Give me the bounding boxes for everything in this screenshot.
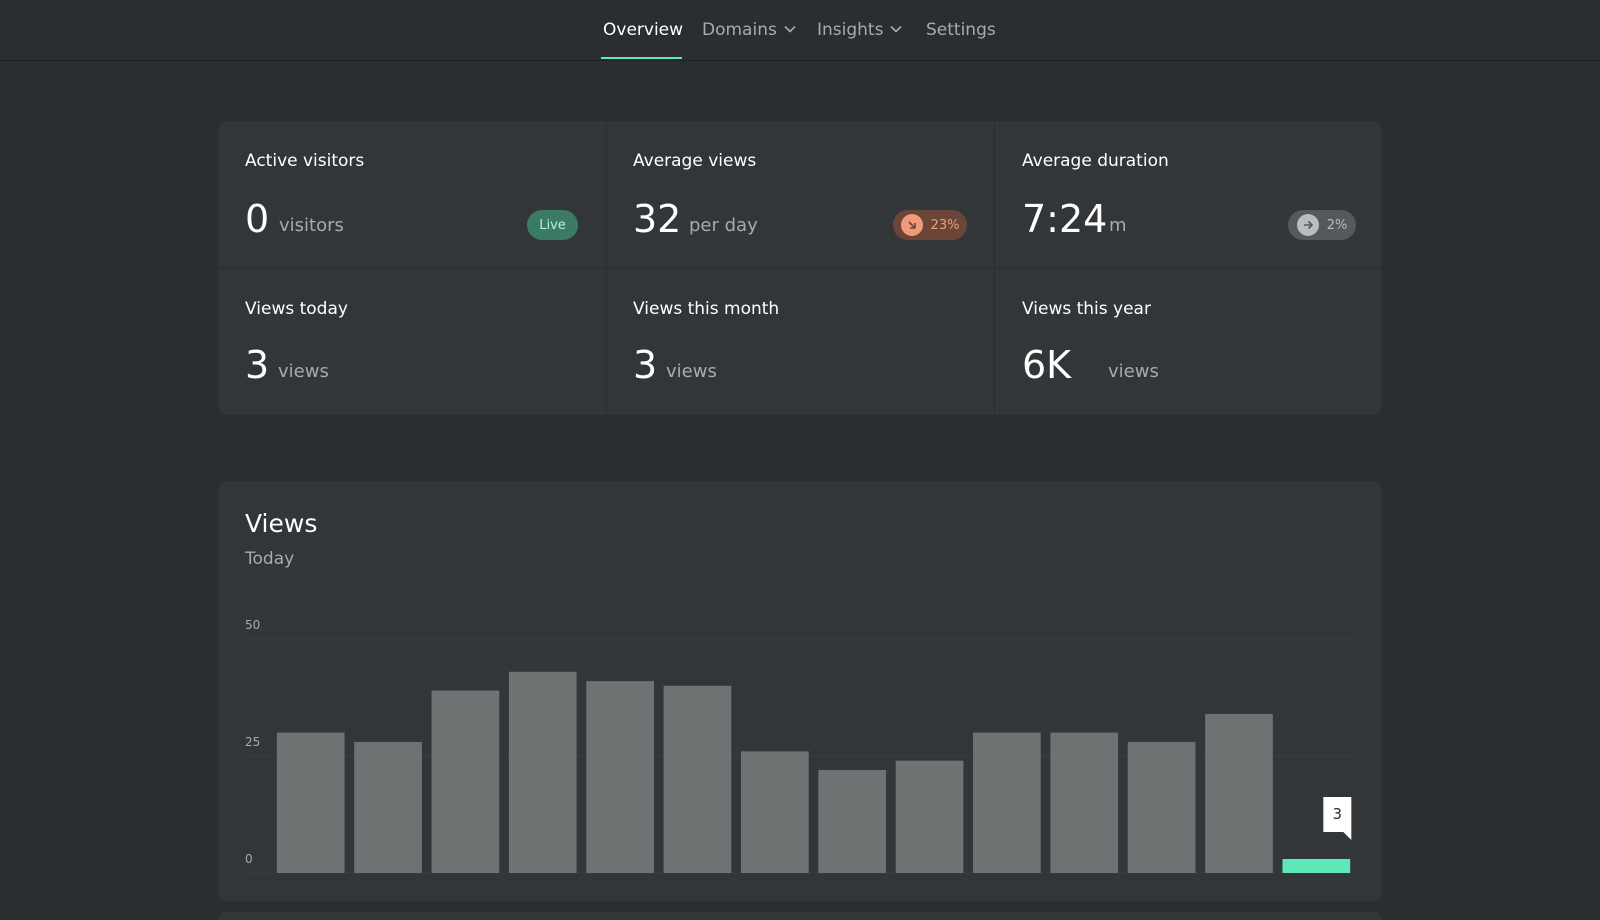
nav-tab-domains-label: Domains [702,20,777,40]
nav-tab-insights-label: Insights [817,20,884,40]
stat-value-average-views: 32 [633,197,682,241]
stat-label-average-views: Average views [633,151,757,171]
arrow-right-icon [1296,214,1319,236]
live-badge-label: Live [539,217,566,233]
chart-subtitle: Today [245,549,295,569]
bar[interactable] [740,751,809,873]
chevron-down-icon [784,18,796,38]
tooltip-value: 3 [1333,805,1343,823]
bar[interactable] [663,685,732,873]
trend-neutral-badge-label: 2% [1326,217,1348,233]
trend-down-badge: 23% [893,210,967,240]
trend-down-badge-label: 23% [930,217,960,233]
trend-neutral-badge: 2% [1288,210,1356,240]
bar[interactable] [1050,732,1119,873]
bar[interactable] [1127,741,1196,873]
nav-tab-overview[interactable]: Overview [603,20,684,40]
stat-unit-views-today: views [278,361,329,382]
bar[interactable] [276,732,345,873]
stats-card: Active visitors 0 visitors Live Average … [218,121,1382,415]
y-tick-label: 50 [245,618,260,632]
stat-label-views-today: Views today [245,299,348,319]
bar[interactable] [586,681,654,873]
top-navigation: Overview Domains Insights Settings [0,0,1600,61]
stat-label-active-visitors: Active visitors [245,151,365,171]
nav-tab-insights[interactable]: Insights [817,18,903,42]
divider [218,267,1382,268]
divider [994,121,995,415]
live-badge: Live [527,210,578,240]
stat-value-views-today: 3 [245,343,270,387]
stat-unit-views-this-year: views [1108,361,1159,382]
bar[interactable] [508,671,577,873]
chart-title: Views [245,509,318,538]
views-chart-card: Views Today 0 25 50 3 [218,481,1382,901]
active-tab-indicator [601,57,682,59]
bar[interactable] [354,741,422,873]
arrow-down-right-icon [900,214,923,236]
stat-value-views-this-month: 3 [633,343,658,387]
stat-unit-average-views: per day [689,215,758,236]
bar-current-hour[interactable] [1282,859,1351,873]
stat-value-average-duration: 7:24 [1022,197,1108,241]
bar[interactable] [895,760,964,873]
chevron-down-icon [890,18,903,38]
bar[interactable] [431,690,500,873]
bar[interactable] [1205,713,1273,873]
bar[interactable] [818,770,887,873]
stat-value-active-visitors: 0 [245,197,270,241]
nav-tab-domains[interactable]: Domains [702,20,796,42]
divider [606,121,607,415]
stat-unit-views-this-month: views [666,361,717,382]
stat-unit-active-visitors: visitors [279,215,344,236]
stat-unit-average-duration: m [1109,215,1127,236]
stat-label-views-this-year: Views this year [1022,299,1151,319]
bar[interactable] [973,732,1041,873]
y-tick-label: 0 [245,852,253,866]
nav-tab-settings[interactable]: Settings [926,20,996,40]
stat-label-views-this-month: Views this month [633,299,780,319]
stat-label-average-duration: Average duration [1022,151,1169,171]
next-card-edge [218,912,1382,920]
bar-tooltip: 3 [1323,797,1352,840]
views-bar-chart: 0 25 50 3 [245,618,1355,874]
stat-value-views-this-year: 6K [1022,343,1072,387]
y-tick-label: 25 [245,735,260,749]
